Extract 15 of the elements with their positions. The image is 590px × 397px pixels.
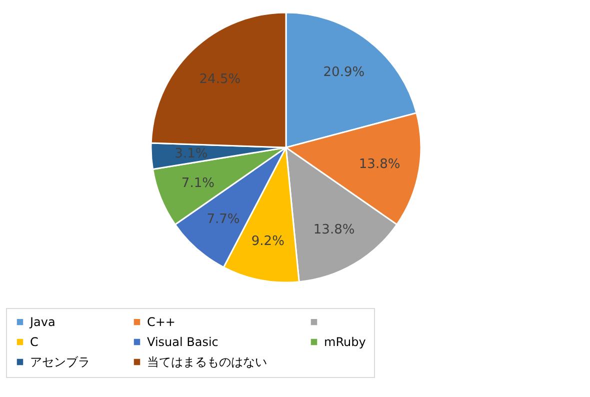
data-label: 7.7% [206, 212, 240, 227]
data-label: 20.9% [323, 65, 365, 80]
data-label: 24.5% [199, 72, 241, 88]
legend-label: 当てはまるものはない [147, 355, 267, 369]
data-label: 3.1% [174, 146, 208, 162]
legend-label: C [30, 335, 38, 349]
legend-label: C++ [147, 315, 176, 330]
legend-label: Java [29, 315, 56, 330]
data-label: 13.8% [358, 156, 400, 172]
data-label: 13.8% [313, 222, 355, 238]
data-label: 9.2% [251, 234, 284, 249]
legend-label: mRuby [324, 335, 366, 349]
legend-label: アセンブラ [30, 355, 90, 369]
legend-label: Visual Basic [147, 335, 218, 349]
data-label: 7.1% [181, 176, 214, 192]
